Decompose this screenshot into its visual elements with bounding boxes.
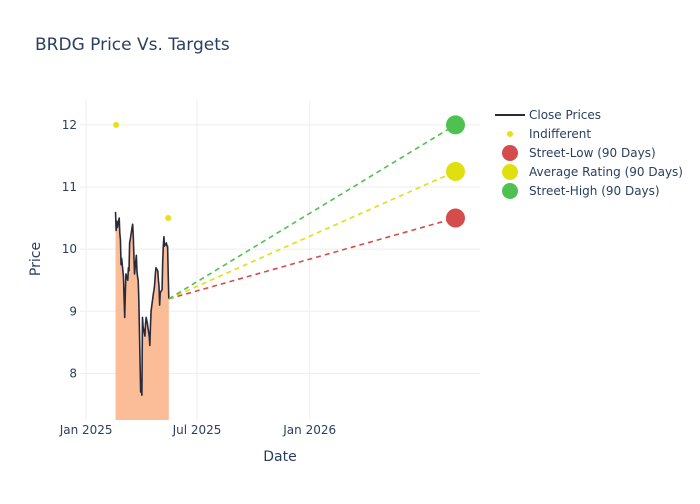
y-tick-label: 8	[69, 366, 77, 380]
target-line	[168, 124, 456, 300]
legend-target-swatch	[502, 183, 518, 199]
points-layer	[113, 115, 465, 228]
axis-layer: 8 9 10 11 12 Jan 2025 Jul 2025 Jan 2026	[59, 118, 336, 437]
target-lines-layer	[168, 124, 456, 300]
y-tick-label: 12	[62, 118, 77, 132]
y-tick-label: 9	[69, 304, 77, 318]
y-tick-label: 10	[62, 242, 77, 256]
price-area-layer	[115, 211, 169, 420]
target-line	[168, 217, 456, 300]
x-tick-label: Jul 2025	[172, 423, 222, 437]
x-axis-title: Date	[263, 449, 296, 465]
x-tick-label: Jan 2026	[282, 423, 336, 437]
close-price-line	[114, 211, 170, 396]
target-point	[445, 161, 465, 181]
legend-target-label: Average Rating (90 Days)	[529, 165, 683, 179]
price-line-layer	[114, 211, 170, 396]
x-tick-label: Jan 2025	[59, 423, 113, 437]
legend-close-prices-label: Close Prices	[529, 108, 601, 122]
legend-target-label: Street-High (90 Days)	[529, 184, 660, 198]
indifferent-rating-point	[165, 215, 172, 222]
legend-indifferent-swatch	[507, 131, 513, 137]
legend-target-swatch	[502, 164, 518, 180]
chart-title: BRDG Price Vs. Targets	[35, 35, 230, 55]
target-point	[445, 115, 465, 135]
legend-target-label: Street-Low (90 Days)	[529, 146, 656, 160]
y-tick-label: 11	[62, 180, 77, 194]
legend-indifferent-label: Indifferent	[529, 127, 591, 141]
target-line	[168, 170, 456, 300]
legend-target-swatch	[502, 145, 518, 161]
target-point	[445, 208, 465, 228]
y-axis-title: Price	[28, 242, 44, 276]
legend: Close Prices Indifferent Street-Low (90 Da…	[495, 108, 683, 199]
indifferent-rating-point	[113, 121, 120, 128]
close-price-area	[115, 211, 169, 420]
